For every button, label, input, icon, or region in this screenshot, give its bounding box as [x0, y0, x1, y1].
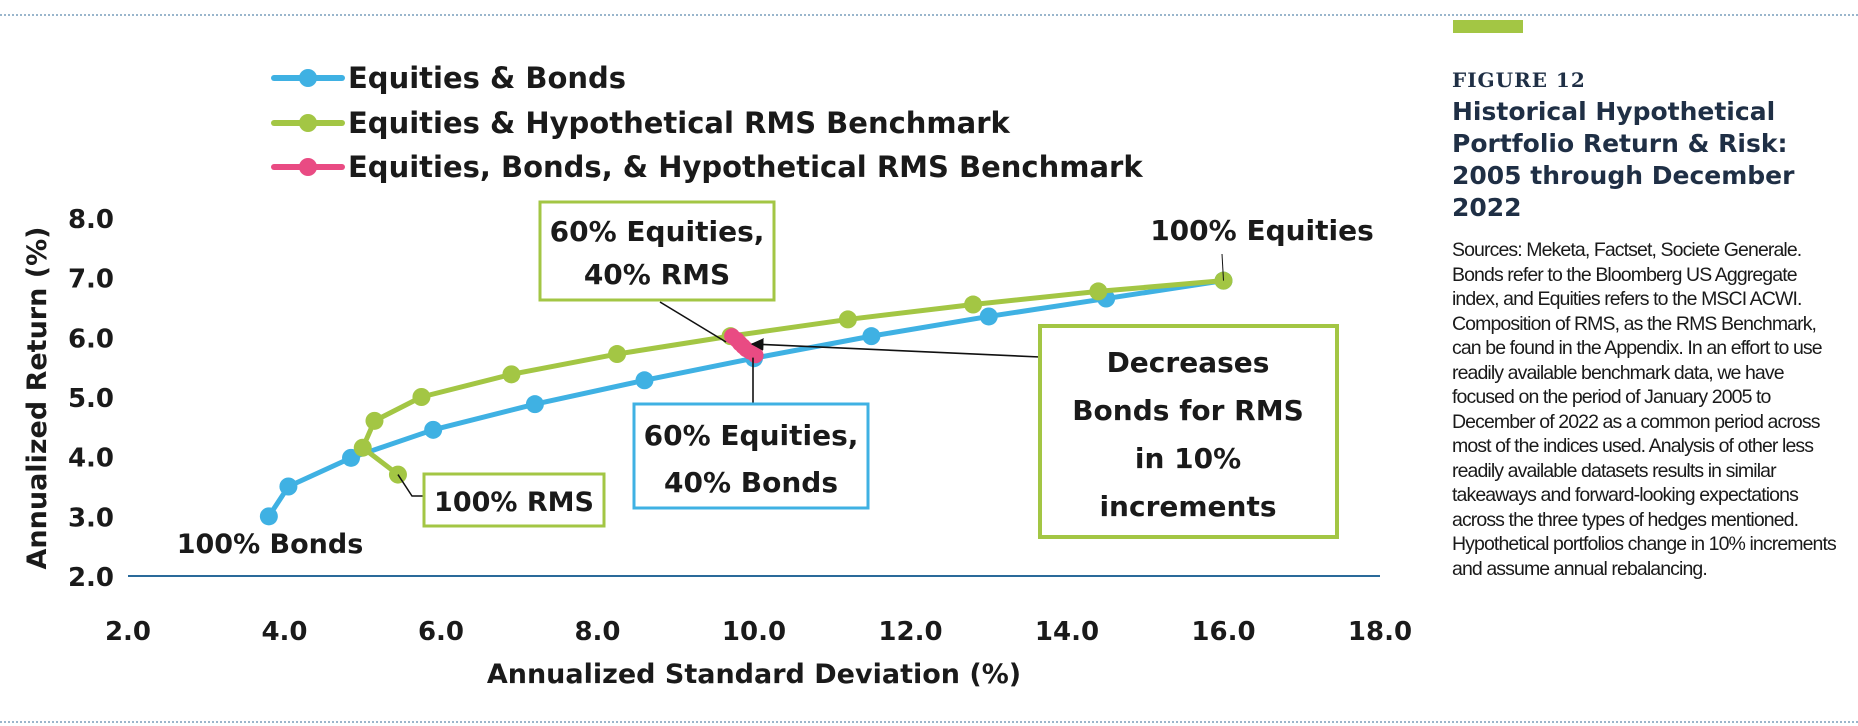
x-tick-label: 8.0 — [574, 617, 620, 647]
y-tick-label: 3.0 — [68, 503, 114, 533]
annotation-100-rms: 100% RMS — [434, 487, 594, 518]
x-tick-label: 18.0 — [1348, 617, 1412, 647]
annotation-100-bonds: 100% Bonds — [177, 529, 364, 560]
data-point — [424, 420, 443, 439]
data-point — [502, 365, 521, 384]
annotation-decreases: Decreases — [1107, 346, 1270, 379]
x-tick-label: 16.0 — [1191, 617, 1255, 647]
y-tick-label: 5.0 — [68, 384, 114, 414]
annotation-60-40-bonds: 40% Bonds — [664, 466, 838, 499]
figure-sources: Sources: Meketa, Factset, Societe Genera… — [1452, 239, 1837, 580]
data-point — [747, 347, 764, 364]
annotation-decreases: in 10% — [1135, 442, 1241, 475]
data-point — [365, 411, 384, 430]
data-point — [964, 295, 983, 314]
data-point — [1089, 282, 1108, 301]
y-tick-label: 4.0 — [68, 444, 114, 474]
annotation-decreases: Bonds for RMS — [1072, 394, 1304, 427]
data-point — [412, 388, 431, 406]
data-point — [862, 327, 881, 346]
legend-swatch-dot — [299, 69, 317, 87]
data-point — [838, 310, 857, 329]
connector-100-equities — [1221, 253, 1224, 281]
data-point — [279, 477, 298, 496]
data-point — [342, 448, 361, 467]
data-point — [608, 345, 627, 364]
y-tick-label: 2.0 — [68, 563, 114, 593]
box-60-40-rms — [538, 200, 776, 302]
legend-swatch-dot — [299, 114, 317, 132]
figure-label: FIGURE 12 — [1452, 68, 1586, 92]
box-60-40-bonds — [632, 402, 870, 510]
legend-label: Equities, Bonds, & Hypothetical RMS Benc… — [348, 150, 1143, 184]
arrow-decreases — [750, 338, 1041, 358]
data-point — [353, 438, 372, 457]
annotation-60-40-bonds: 60% Equities, — [644, 419, 859, 452]
connector-60-40-rms — [659, 301, 727, 343]
legend-swatch-dot — [299, 158, 317, 176]
y-tick-label: 6.0 — [68, 324, 114, 354]
box-decreases — [1038, 324, 1339, 539]
x-tick-label: 2.0 — [105, 617, 151, 647]
figure-title: Historical Hypothetical Portfolio Return… — [1452, 97, 1795, 222]
annotation-60-40-rms: 60% Equities, — [550, 215, 765, 248]
annotation-100-equities: 100% Equities — [1150, 214, 1374, 247]
top-dotted-rule — [0, 14, 1858, 16]
x-tick-label: 4.0 — [261, 617, 307, 647]
legend-label: Equities & Bonds — [348, 61, 626, 95]
x-axis-title: Annualized Standard Deviation (%) — [487, 659, 1021, 690]
annotation-decreases: increments — [1099, 490, 1276, 523]
chart: 2.0 3.0 4.0 5.0 6.0 7.0 8.0 2.0 4.0 6.0 8.0 10.0 12.… — [22, 61, 1412, 690]
accent-bar — [1453, 20, 1523, 33]
x-tick-label: 12.0 — [878, 617, 942, 647]
legend-label: Equities & Hypothetical RMS Benchmark — [348, 106, 1011, 140]
x-tick-label: 10.0 — [722, 617, 786, 647]
bottom-dotted-rule — [0, 721, 1858, 723]
connector-100-rms — [397, 474, 424, 497]
y-tick-label: 8.0 — [68, 205, 114, 235]
data-point — [525, 395, 544, 414]
x-tick-label: 6.0 — [418, 617, 464, 647]
box-100-rms — [422, 472, 606, 528]
data-point — [979, 307, 998, 326]
y-tick-label: 7.0 — [68, 265, 114, 295]
x-tick-label: 14.0 — [1035, 617, 1099, 647]
data-point — [259, 507, 278, 526]
data-point — [635, 371, 654, 390]
y-axis-title: Annualized Return (%) — [22, 227, 53, 570]
figure-sidebar: FIGURE 12 Historical Hypothetical Portfo… — [1452, 58, 1844, 581]
annotation-60-40-rms: 40% RMS — [584, 258, 730, 291]
